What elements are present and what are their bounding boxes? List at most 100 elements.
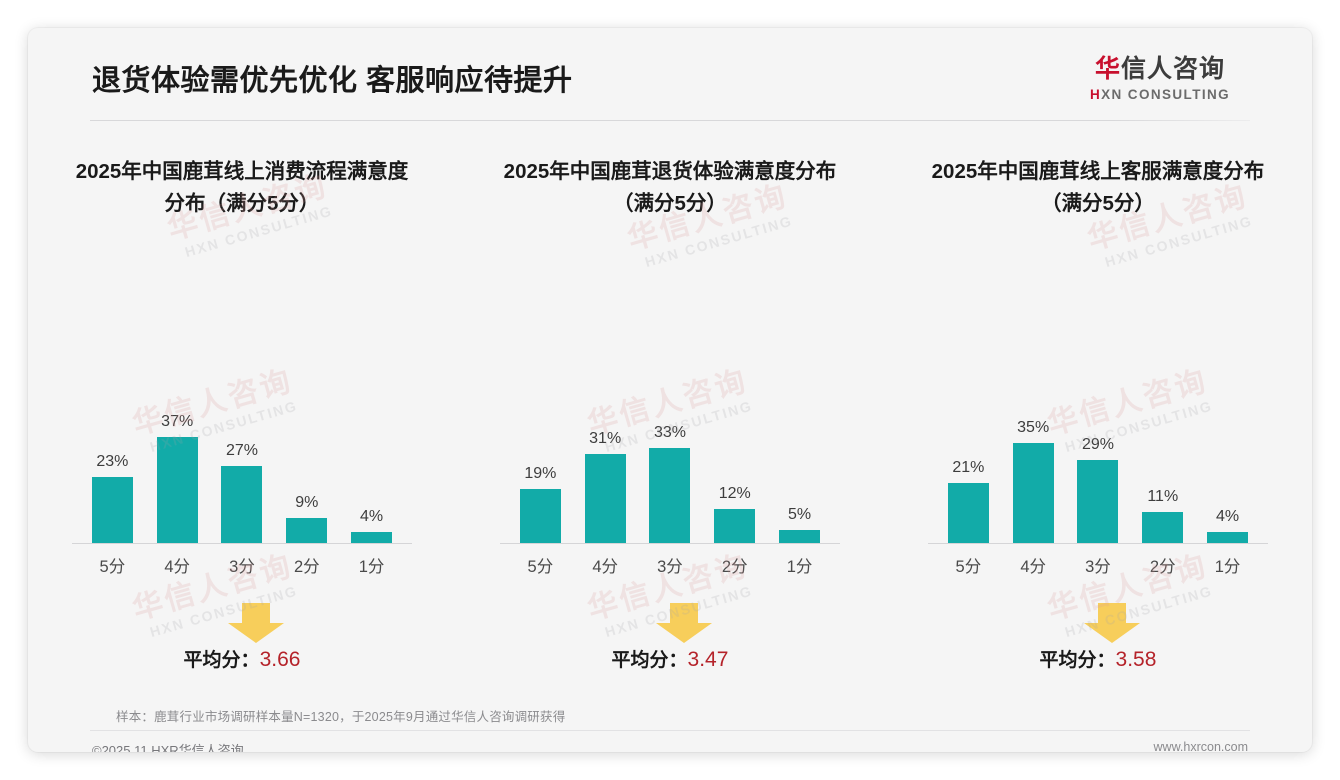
x-axis-tick: 1分 — [786, 558, 813, 576]
average-score-label: 平均分： — [1039, 650, 1116, 671]
bar-group: 23% 37% 27% 9% — [80, 254, 404, 544]
bar-item: 31% — [573, 254, 638, 544]
bar-value-label: 27% — [225, 441, 258, 459]
x-axis-tick: 2分 — [1149, 558, 1176, 576]
chart-panel-customer-service: 2025年中国鹿茸线上客服满意度分布（满分5分） 21% 35% 29% — [884, 156, 1312, 677]
bar-value-label: 4% — [1215, 508, 1240, 526]
average-score-label: 平均分： — [183, 650, 260, 671]
logo-en-rest: XN CONSULTING — [1101, 87, 1231, 102]
bar-value-label: 5% — [788, 505, 812, 523]
bar-rect — [156, 436, 198, 544]
page-title: 退货体验需优先优化 客服响应待提升 — [92, 65, 573, 97]
bar-item: 4% — [339, 254, 404, 544]
bar-value-label: 23% — [96, 453, 129, 471]
x-axis-tick: 1分 — [1214, 558, 1241, 576]
bar-rect — [714, 509, 756, 544]
bar-item: 21% — [936, 254, 1001, 544]
x-axis-labels: 5分 4分 3分 2分 1分 — [80, 544, 404, 577]
x-axis-line — [72, 543, 412, 544]
logo-en-accent: H — [1089, 87, 1102, 102]
bar-item: 23% — [80, 254, 145, 544]
bar-value-label: 19% — [524, 464, 557, 482]
bar-group: 21% 35% 29% 11% — [936, 254, 1260, 544]
bar-item: 37% — [145, 254, 210, 544]
x-axis-labels: 5分 4分 3分 2分 1分 — [936, 544, 1260, 577]
bar-rect — [947, 483, 989, 544]
x-axis-tick: 5分 — [527, 558, 554, 576]
x-axis-tick: 1分 — [358, 558, 385, 576]
x-axis-tick: 4分 — [164, 558, 191, 576]
bar-rect — [779, 529, 821, 544]
website-link[interactable]: www.hxrcon.com — [1153, 740, 1248, 752]
bar-rect — [91, 477, 133, 544]
bar-rect — [286, 517, 328, 544]
down-arrow-icon — [1083, 603, 1140, 643]
bar-rect — [1207, 532, 1249, 544]
x-axis-line — [927, 543, 1268, 544]
logo-cn-accent: 华 — [1094, 55, 1121, 83]
x-axis-line — [499, 543, 840, 544]
average-score-value: 3.47 — [687, 648, 729, 671]
logo-english-text: HXN CONSULTING — [1070, 87, 1250, 102]
x-axis-tick: 5分 — [99, 558, 126, 576]
bar-item: 27% — [210, 254, 275, 544]
bar-value-label: 37% — [161, 412, 194, 430]
x-axis-labels: 5分 4分 3分 2分 1分 — [508, 544, 832, 577]
bar-value-label: 9% — [295, 493, 319, 511]
average-score-value: 3.66 — [259, 648, 301, 671]
bar-item: 33% — [638, 254, 703, 544]
down-arrow-icon — [227, 603, 284, 643]
bar-item: 11% — [1130, 254, 1195, 544]
bar-value-label: 21% — [952, 459, 985, 477]
chart-title: 2025年中国鹿茸线上客服满意度分布（满分5分） — [931, 160, 1265, 215]
bar-item: 9% — [274, 254, 339, 544]
chart-title: 2025年中国鹿茸退货体验满意度分布（满分5分） — [503, 160, 837, 215]
source-footnote: 样本：鹿茸行业市场调研样本量N=1320，于2025年9月通过华信人咨询调研获得 — [116, 710, 566, 724]
bar-rect — [1012, 442, 1054, 544]
average-score-text: 平均分：3.66 — [44, 645, 440, 672]
bar-rect — [351, 532, 393, 544]
bar-value-label: 35% — [1017, 418, 1050, 436]
bar-item: 4% — [1195, 254, 1260, 544]
bar-item: 35% — [1001, 254, 1066, 544]
average-score-block: 平均分：3.66 — [44, 603, 440, 677]
average-score-block: 平均分：3.47 — [472, 603, 868, 677]
bar-rect — [1142, 512, 1184, 544]
x-axis-tick: 5分 — [955, 558, 982, 576]
average-score-text: 平均分：3.58 — [900, 645, 1296, 672]
header-divider — [90, 120, 1250, 121]
bar-rect — [649, 448, 691, 544]
average-score-text: 平均分：3.47 — [472, 645, 868, 672]
company-logo: 华信人咨询 HXN CONSULTING — [1070, 54, 1250, 102]
average-score-label: 平均分： — [611, 650, 688, 671]
logo-chinese-text: 华信人咨询 — [1070, 54, 1250, 84]
x-axis-tick: 3分 — [229, 558, 255, 576]
chart-panel-return-experience: 2025年中国鹿茸退货体验满意度分布（满分5分） 19% 31% 33% — [456, 156, 884, 677]
copyright-text: ©2025.11 HXR华信人咨询 — [92, 743, 244, 752]
average-score-value: 3.58 — [1115, 648, 1157, 671]
bar-value-label: 4% — [360, 508, 384, 526]
bar-group: 19% 31% 33% 12% — [508, 254, 832, 544]
bar-rect — [1077, 459, 1119, 544]
chart-plot-area: 19% 31% 33% 12% — [499, 254, 840, 544]
slide-footer: ©2025.11 HXR华信人咨询 www.hxrcon.com — [28, 730, 1312, 752]
bar-item: 5% — [767, 254, 832, 544]
bar-value-label: 33% — [653, 424, 686, 442]
chart-plot-area: 21% 35% 29% 11% — [927, 254, 1268, 544]
chart-title: 2025年中国鹿茸线上消费流程满意度分布（满分5分） — [75, 160, 409, 215]
bar-rect — [221, 465, 263, 544]
slide-card: 退货体验需优先优化 客服响应待提升 华信人咨询 HXN CONSULTING 2… — [28, 28, 1312, 752]
bar-item: 19% — [508, 254, 573, 544]
down-arrow-icon — [655, 603, 712, 643]
bar-item: 12% — [702, 254, 767, 544]
footer-divider — [90, 730, 1250, 731]
bar-value-label: 12% — [718, 485, 751, 503]
charts-row: 2025年中国鹿茸线上消费流程满意度分布（满分5分） 23% 37% 27% — [28, 156, 1312, 677]
logo-cn-rest: 信人咨询 — [1121, 55, 1226, 83]
x-axis-tick: 4分 — [1020, 558, 1046, 576]
bar-value-label: 11% — [1147, 488, 1179, 506]
bar-value-label: 29% — [1081, 435, 1114, 453]
slide-header: 退货体验需优先优化 客服响应待提升 华信人咨询 HXN CONSULTING — [28, 28, 1312, 120]
x-axis-tick: 4分 — [592, 558, 619, 576]
bar-rect — [519, 488, 561, 544]
